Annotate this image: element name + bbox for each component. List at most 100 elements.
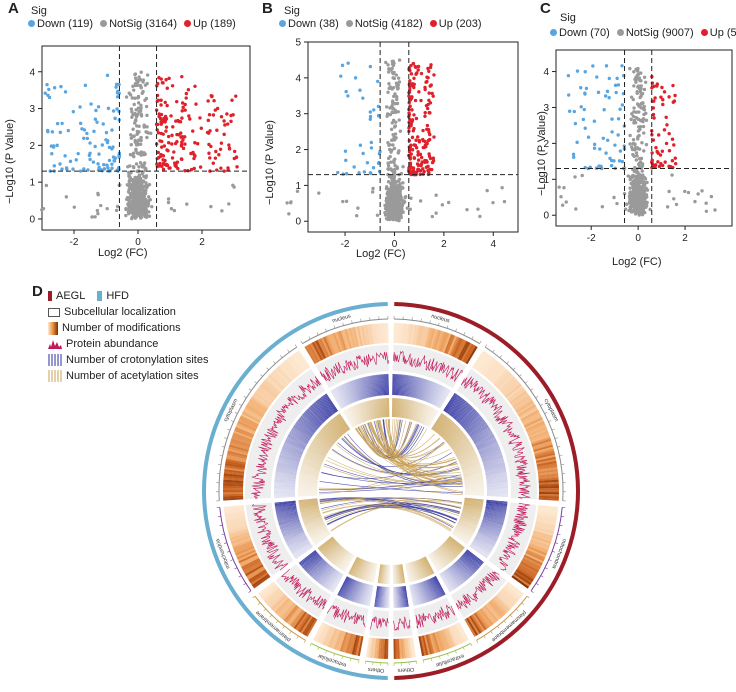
modifications-cell — [261, 382, 279, 397]
sector-tick — [238, 575, 242, 578]
sector-tick — [476, 640, 479, 644]
acetylation-line — [417, 559, 426, 578]
modifications-cell — [399, 323, 403, 344]
point-notsig — [635, 181, 639, 185]
acetylation-line — [314, 436, 331, 449]
point-up — [158, 116, 163, 121]
acetylation-line — [464, 497, 484, 501]
point-notsig — [133, 216, 138, 220]
points — [40, 70, 239, 221]
point-notsig — [140, 192, 144, 196]
acetylation-line — [371, 563, 377, 583]
acetylation-line — [376, 398, 381, 418]
crotonylation-line — [482, 455, 503, 463]
point-down — [604, 151, 608, 155]
crotonylation-line — [308, 558, 324, 575]
point-up — [411, 166, 416, 170]
point-notsig — [630, 112, 634, 116]
crotonylation-line — [341, 384, 351, 405]
acetylation-line — [423, 407, 433, 425]
crotonylation-line — [477, 531, 497, 542]
acetylation-line — [304, 517, 323, 525]
sector-label: Others — [367, 666, 384, 673]
point-notsig — [391, 204, 395, 208]
point-notsig — [388, 154, 392, 159]
acetylation-line — [462, 509, 482, 515]
acetylation-line — [324, 425, 339, 440]
point-up — [660, 163, 665, 168]
crotonylation-line — [373, 375, 378, 397]
modifications-cell — [225, 460, 246, 467]
point-up — [423, 114, 427, 118]
point-up — [195, 141, 200, 146]
crotonylation-line — [354, 379, 362, 400]
modifications-cell — [532, 534, 552, 542]
point-up — [653, 96, 657, 100]
acetylation-line — [364, 401, 371, 421]
acetylation-line — [396, 398, 399, 418]
acetylation-line — [311, 529, 329, 540]
crotonylation-line — [381, 374, 384, 396]
point-notsig — [129, 133, 133, 137]
modifications-cell — [250, 397, 269, 410]
link — [327, 504, 460, 526]
point-notsig — [631, 97, 636, 102]
crotonylation-line — [469, 545, 488, 559]
abundance-track — [245, 502, 294, 576]
acetylation-line — [442, 543, 457, 558]
acetylation-line — [303, 457, 322, 466]
acetylation-line — [446, 429, 462, 443]
point-up — [219, 141, 224, 145]
acetylation-line — [463, 504, 483, 510]
point-notsig — [132, 165, 136, 170]
point-down — [50, 130, 55, 134]
crotonylation-line — [418, 379, 426, 400]
acetylation-line — [416, 403, 424, 422]
modifications-cell — [509, 390, 527, 405]
point-notsig — [622, 191, 627, 196]
modifications-cell — [529, 432, 550, 442]
point-notsig — [231, 183, 235, 187]
point-notsig — [138, 83, 143, 88]
point-up — [414, 116, 419, 121]
acetylation-line — [401, 564, 406, 584]
point-up — [414, 138, 418, 142]
point-down — [63, 154, 67, 158]
acetylation-line — [463, 507, 482, 513]
legend-label-down: Down (38) — [288, 18, 339, 30]
y-tick-label: 1 — [29, 178, 35, 189]
link — [368, 422, 463, 481]
modifications-cell — [223, 491, 244, 495]
acetylation-line — [387, 564, 389, 584]
acetylation-line — [440, 545, 454, 561]
modifications-cell — [232, 434, 252, 444]
point-notsig — [99, 203, 103, 208]
acetylation-line — [349, 407, 359, 425]
point-up — [213, 156, 218, 160]
acetylation-line — [300, 466, 320, 473]
acetylation-line — [366, 401, 373, 420]
sector-tick — [512, 367, 516, 371]
point-notsig — [392, 125, 397, 129]
modifications-cell — [371, 323, 376, 345]
point-up — [161, 132, 165, 136]
crotonylation-line — [393, 586, 395, 608]
sector-tick — [243, 396, 247, 399]
point-notsig — [142, 174, 146, 179]
crotonylation-line — [287, 436, 307, 447]
acetylation-line — [328, 545, 342, 561]
point-up — [427, 130, 431, 134]
crotonylation-line — [479, 444, 499, 454]
acetylation-line — [416, 560, 425, 579]
point-down — [100, 143, 105, 147]
point-notsig — [615, 201, 619, 206]
acetylation-line — [400, 564, 405, 584]
crotonylation-line — [419, 379, 427, 400]
modifications-cell — [519, 407, 539, 420]
modifications-cell — [249, 398, 268, 412]
acetylation-line — [446, 538, 462, 552]
modifications-cell — [358, 325, 365, 346]
point-down — [50, 152, 54, 156]
point-down — [107, 158, 112, 163]
point-up — [158, 161, 162, 166]
